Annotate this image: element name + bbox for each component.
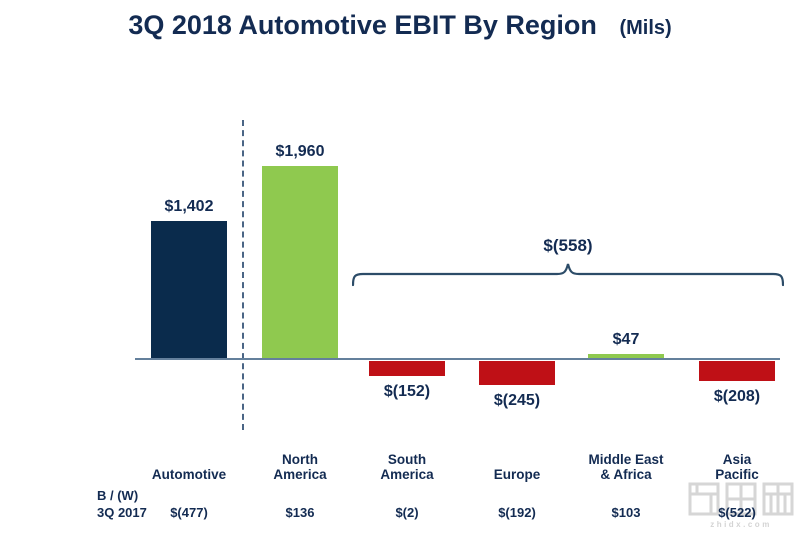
value-label-asia-pacific: $(208) — [713, 388, 761, 405]
bar-south-america — [369, 361, 445, 376]
bar-asia-pacific — [699, 361, 775, 381]
bar-north-america — [262, 166, 338, 359]
title-units-suffix: (Mils) — [619, 17, 672, 39]
value-label-automatic-automotive: $1,402 — [164, 198, 214, 215]
comparison-value-asia-pacific: $(522) — [718, 505, 756, 520]
watermark-zhidx: zhidx.com — [684, 480, 798, 529]
comparison-value-automotive: $(477) — [170, 505, 208, 520]
value-label-north-america: $1,960 — [275, 143, 325, 160]
total-vs-regions-separator — [242, 120, 244, 430]
value-label-south-america: $(152) — [383, 383, 431, 400]
title-main: 3Q 2018 Automotive EBIT By Region — [128, 10, 597, 40]
watermark-url: zhidx.com — [710, 520, 772, 529]
value-label-europe: $(245) — [493, 392, 541, 409]
comparison-value-middle-east-africa: $103 — [611, 505, 641, 520]
bar-automotive — [151, 221, 227, 359]
zero-baseline — [135, 358, 780, 360]
value-label-middle-east-africa: $47 — [612, 331, 640, 348]
comparison-value-europe: $(192) — [498, 505, 536, 520]
category-label-automotive: Automotive — [151, 466, 227, 482]
page-title: 3Q 2018 Automotive EBIT By Region (Mils) — [0, 10, 800, 41]
category-label-north-america: North America — [273, 451, 327, 482]
comparison-row-label-year: 3Q 2017 — [97, 505, 147, 520]
comparison-value-north-america: $136 — [285, 505, 315, 520]
category-label-south-america: South America — [380, 451, 434, 482]
watermark-logo-icon — [688, 482, 794, 516]
comparison-value-south-america: $(2) — [395, 505, 419, 520]
bar-europe — [479, 361, 555, 385]
category-label-middle-east-africa: Middle East & Africa — [588, 451, 664, 482]
category-label-asia-pacific: Asia Pacific — [715, 451, 759, 482]
bracket-total-label: $(558) — [543, 236, 593, 255]
category-label-europe: Europe — [493, 466, 541, 482]
comparison-row-label-bw: B / (W) — [97, 488, 139, 503]
bracket-brace-icon — [352, 263, 784, 287]
bar-middle-east-africa — [588, 354, 664, 359]
